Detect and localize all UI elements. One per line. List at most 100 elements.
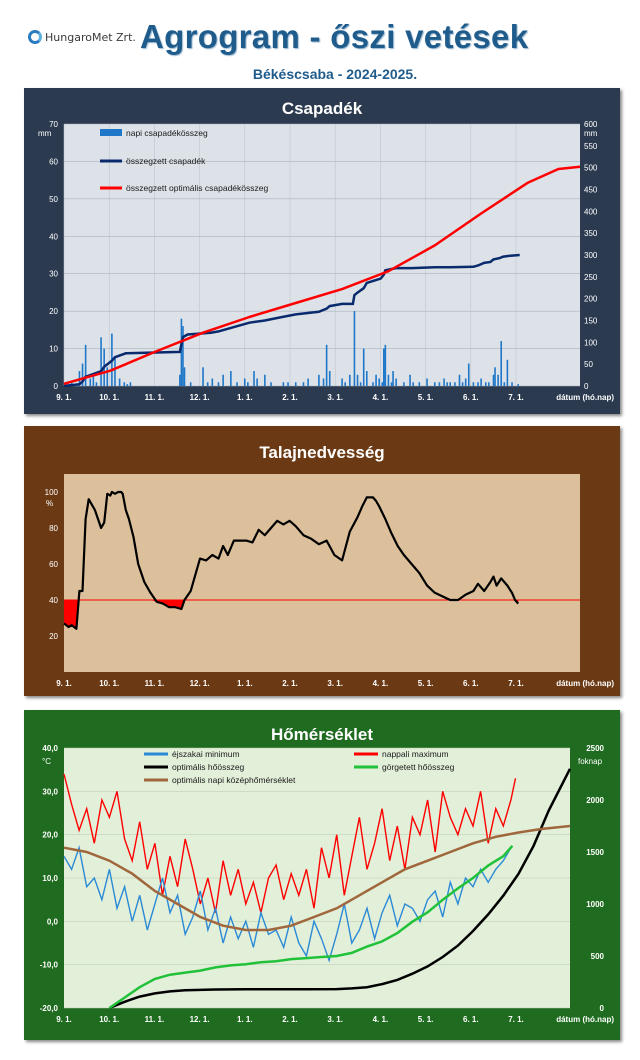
daily-precip-bar [183,367,186,386]
daily-precip-bar [318,374,320,386]
x-tick-label: 4. 1. [373,679,389,688]
daily-precip-bar [362,348,365,386]
daily-precip-bar [506,359,509,386]
x-tick-label: 3. 1. [327,1015,343,1024]
daily-precip-bar [454,382,456,386]
daily-precip-bar [503,382,506,386]
daily-precip-bar [206,382,209,386]
y-tick-label: 20 [49,632,58,641]
soil-moisture-chart: Talajnedvesség 20 40 60 80 100% 9. 1. 10. 1. 11… [24,426,620,696]
plot-area [64,474,580,672]
precipitation-chart: Csapadék 0 10 20 30 40 50 60 70 0 50 100 150 200 250 3… [24,88,620,414]
daily-precip-bar [270,382,272,386]
daily-precip-bar [325,344,328,386]
y-tick-label-right: 1000 [586,900,604,909]
optimal-gdd-line [108,768,572,1010]
x-tick-label: 5. 1. [418,679,434,688]
daily-precip-bar [230,371,232,386]
x-tick-label: 12. 1. [190,393,210,402]
soil-moisture-line [63,490,520,630]
y-axis-label-right: mm [584,129,598,138]
y-tick-label-right: 500 [584,164,598,173]
x-tick-label: 1. 1. [237,393,253,402]
daily-precip-bar [480,378,482,386]
daily-precip-bar [418,382,421,386]
x-tick-label: 2. 1. [282,1015,298,1024]
legend-label: összegzett optimális csapadékösszeg [126,183,268,193]
daily-precip-bar [287,382,289,386]
x-tick-label: 7. 1. [508,679,524,688]
tmax-line [63,773,517,913]
daily-precip-bar [494,367,496,386]
y-tick-label-left: -20,0 [40,1004,59,1013]
daily-precip-bar [182,326,184,386]
y-tick-label-right: 450 [584,186,598,195]
y-tick-label-right: 550 [584,142,598,151]
y-tick-label-left: 40,0 [42,744,58,753]
daily-precip-bar [81,363,84,386]
daily-precip-bar [92,374,95,386]
y-tick-label: 100 [45,488,59,497]
daily-precip-bar [243,378,246,386]
daily-precip-bar [294,382,297,386]
y-tick-label-left: 20 [49,307,58,316]
daily-precip-bar [392,371,394,386]
x-tick-label: 6. 1. [463,393,479,402]
page-subtitle: Békéscsaba - 2024-2025. [0,66,640,82]
daily-precip-bar [366,371,368,386]
daily-precip-bar [500,341,503,386]
location-period: Békéscsaba - 2024-2025. [252,66,418,82]
y-tick-label-right: 500 [591,952,605,961]
daily-precip-bar [211,378,214,386]
y-tick-label-left: 20,0 [42,831,58,840]
x-tick-label: 2. 1. [282,679,298,688]
x-tick-label: 10. 1. [99,1015,119,1024]
daily-precip-bar [180,318,183,386]
y-tick-label-left: 10 [49,345,58,354]
daily-precip-bar [403,382,405,386]
legend-swatch-bar [100,129,122,136]
x-tick-label: 1. 1. [237,679,253,688]
chart-title: Talajnedvesség [259,443,384,462]
daily-precip-bar [492,374,495,386]
hungaromet-logo-icon [28,30,42,44]
y-tick-label-left: 0 [54,382,59,391]
legend-label: görgetett hőösszeg [382,762,455,772]
y-tick-label-left: 60 [49,157,58,166]
daily-precip-bar [497,374,499,386]
daily-precip-bar [458,374,461,386]
x-tick-label: 5. 1. [418,393,434,402]
daily-precip-bar [395,378,397,386]
x-tick-label: 11. 1. [145,393,165,402]
optimal-cumulative-line [63,165,581,386]
daily-precip-bar [438,382,441,386]
x-tick-label: 6. 1. [463,679,479,688]
chart-title: Csapadék [282,99,363,118]
y-tick-label-right: 50 [584,360,593,369]
y-tick-label-right: 300 [584,251,598,260]
rolling-gdd-line [108,844,514,1010]
y-tick-label-right: 1500 [586,848,604,857]
daily-precip-bar [341,378,343,386]
page-title: Agrogram - őszi vetések [140,18,529,55]
x-tick-label: 2. 1. [282,393,298,402]
daily-precip-bar [375,374,377,386]
x-tick-label: 11. 1. [145,679,165,688]
y-tick-label-left: 30,0 [42,787,58,796]
y-axis-label-right: foknap [578,757,603,766]
daily-precip-bar [359,382,362,386]
daily-precip-bar [189,382,192,386]
daily-precip-bar [217,382,220,386]
daily-precip-bar [322,378,325,386]
x-axis-label: dátum (hó.nap) [556,1015,614,1024]
daily-precip-bar [126,384,129,386]
x-tick-label: 7. 1. [508,393,524,402]
daily-precip-bar [446,382,448,386]
legend-label: optimális hőösszeg [172,762,245,772]
y-tick-label: 80 [49,524,58,533]
temperature-chart: Hőmérséklet -20,0 -10,0 0,0 10,0 20,0 30,0 40,… [24,710,620,1040]
x-tick-label: 1. 1. [237,1015,253,1024]
daily-precip-bar [443,378,445,386]
y-axis-label: % [46,499,53,508]
y-tick-label-right: 600 [584,120,598,129]
